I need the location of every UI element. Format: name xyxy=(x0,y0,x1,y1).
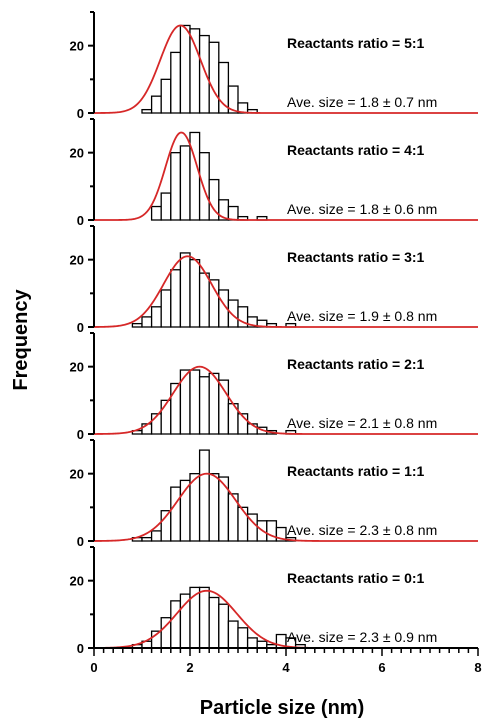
x-tick-label: 8 xyxy=(474,660,481,675)
histogram-bar xyxy=(141,108,153,114)
histogram-bar xyxy=(237,627,249,649)
average-size-label: Ave. size = 2.1 ± 0.8 nm xyxy=(287,415,437,431)
ratio-label: Reactants ratio = 5:1 xyxy=(287,35,425,51)
x-tick-label: 6 xyxy=(378,660,385,675)
histogram-bar xyxy=(189,131,201,221)
histogram-bar xyxy=(189,259,201,328)
histogram-bar xyxy=(218,476,230,542)
average-size-label: Ave. size = 1.8 ± 0.6 nm xyxy=(287,201,437,217)
histogram-bar xyxy=(189,28,201,114)
histogram-bar xyxy=(198,449,210,542)
histogram-bar xyxy=(170,51,182,114)
histogram-bar xyxy=(150,530,162,542)
panel-4: 0 20 Reactants ratio = 2:1 Ave. size = 2.1 … xyxy=(70,332,478,442)
y-tick-label: 20 xyxy=(70,146,84,161)
histogram-bar xyxy=(189,586,201,649)
histogram-bar xyxy=(170,152,182,221)
y-tick-label: 0 xyxy=(77,641,84,656)
histogram-bar xyxy=(208,596,220,649)
histogram-bar xyxy=(266,520,278,542)
panels-group: 0 20 Reactants ratio = 5:1 Ave. size = 1.8 … xyxy=(70,11,478,656)
ratio-label: Reactants ratio = 4:1 xyxy=(287,142,425,158)
x-tick-label: 2 xyxy=(186,660,193,675)
gaussian-fit-curve xyxy=(94,255,478,328)
y-tick-label: 0 xyxy=(77,534,84,549)
y-tick-label: 20 xyxy=(70,467,84,482)
histogram-bar xyxy=(160,289,172,328)
y-tick-label: 0 xyxy=(77,106,84,121)
histogram-bar xyxy=(131,322,143,328)
x-axis-title: Particle size (nm) xyxy=(200,697,365,719)
histogram-bar xyxy=(208,473,220,542)
y-tick-label: 20 xyxy=(70,39,84,54)
average-size-label: Ave. size = 2.3 ± 0.9 nm xyxy=(287,629,437,645)
y-tick-label: 20 xyxy=(70,574,84,589)
histogram-bar xyxy=(198,586,210,649)
histogram-bar xyxy=(218,61,230,114)
gaussian-fit-curve xyxy=(94,131,478,221)
average-size-label: Ave. size = 1.9 ± 0.8 nm xyxy=(287,308,437,324)
histogram-bar xyxy=(141,536,153,542)
histogram-bar xyxy=(189,369,201,435)
histogram-bar xyxy=(198,152,210,221)
histogram-bar xyxy=(227,205,239,221)
histogram-bar xyxy=(170,600,182,649)
ratio-label: Reactants ratio = 3:1 xyxy=(287,249,425,265)
ratio-label: Reactants ratio = 1:1 xyxy=(287,463,425,479)
histogram-bar xyxy=(237,506,249,542)
panel-1: 0 20 Reactants ratio = 5:1 Ave. size = 1.8 … xyxy=(70,11,478,121)
histogram-bar xyxy=(275,526,287,542)
histogram-bar xyxy=(256,640,268,649)
y-tick-label: 0 xyxy=(77,427,84,442)
y-tick-label: 20 xyxy=(70,253,84,268)
histogram-bar xyxy=(160,78,172,114)
histogram-bar xyxy=(141,316,153,328)
gaussian-fit-curve xyxy=(93,365,478,435)
histogram-bar xyxy=(208,41,220,114)
panel-6: 0 20 Reactants ratio = 0:1 Ave. size = 2.3 … xyxy=(70,546,478,656)
histogram-bar xyxy=(179,24,191,114)
y-axis-title: Frequency xyxy=(10,289,32,391)
y-tick-label: 20 xyxy=(70,360,84,375)
panel-3: 0 20 Reactants ratio = 3:1 Ave. size = 1.9 … xyxy=(70,225,478,335)
panel-2: 0 20 Reactants ratio = 4:1 Ave. size = 1.8 … xyxy=(70,118,478,228)
y-tick-label: 0 xyxy=(77,320,84,335)
histogram-bar xyxy=(179,145,191,221)
histogram-bar xyxy=(218,603,230,649)
histogram-bar xyxy=(179,593,191,649)
histogram-bar xyxy=(246,637,258,649)
gaussian-fit-curve xyxy=(93,472,478,542)
histogram-bar xyxy=(150,95,162,114)
panel-5: 0 20 Reactants ratio = 1:1 Ave. size = 2.3 … xyxy=(70,439,478,549)
x-tick-label: 0 xyxy=(90,660,97,675)
ratio-label: Reactants ratio = 2:1 xyxy=(287,356,425,372)
histogram-bar xyxy=(170,486,182,542)
histogram-bar xyxy=(198,272,210,328)
histogram-bar xyxy=(170,269,182,328)
histogram-bar xyxy=(150,306,162,328)
histogram-bar xyxy=(227,299,239,328)
average-size-label: Ave. size = 2.3 ± 0.8 nm xyxy=(287,522,437,538)
x-tick-label: 4 xyxy=(282,660,290,675)
histogram-bar xyxy=(179,252,191,328)
x-axis: 0 2 4 6 8 xyxy=(90,647,482,675)
histogram-bar xyxy=(198,34,210,114)
gaussian-fit-curve xyxy=(94,24,478,114)
histogram-bar xyxy=(227,620,239,649)
histogram-bar xyxy=(208,372,220,435)
histogram-bar xyxy=(227,85,239,114)
histogram-bar xyxy=(150,205,162,221)
histogram-bar xyxy=(160,192,172,221)
ratio-label: Reactants ratio = 0:1 xyxy=(287,570,425,586)
y-tick-label: 0 xyxy=(77,213,84,228)
histogram-bar xyxy=(198,376,210,435)
average-size-label: Ave. size = 1.8 ± 0.7 nm xyxy=(287,94,437,110)
